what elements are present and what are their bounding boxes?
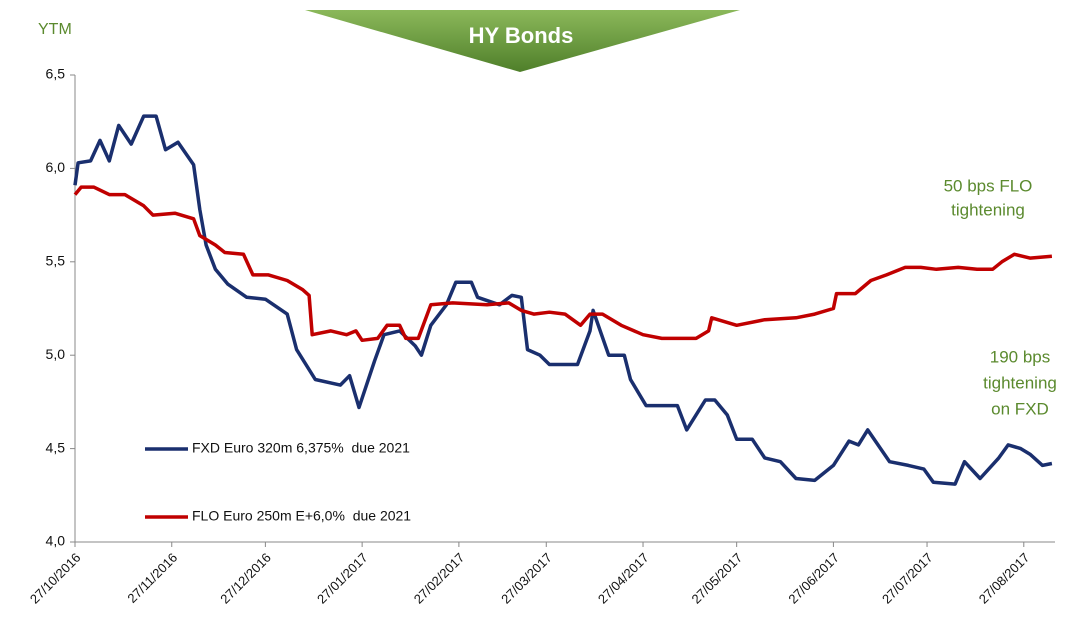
legend-label: FLO Euro 250m E+6,0% due 2021 [192, 508, 411, 524]
series-line [73, 185, 1053, 343]
x-tick-label: 27/08/2017 [976, 550, 1033, 607]
y-axis-label: YTM [38, 21, 72, 38]
annotation: on FXD [991, 399, 1049, 418]
legend-label: FXD Euro 320m 6,375% due 2021 [192, 440, 410, 456]
annotation: 190 bps [990, 347, 1051, 366]
x-tick-label: 27/01/2017 [314, 550, 371, 607]
chart-title: HY Bonds [469, 23, 574, 48]
x-tick-label: 27/12/2016 [217, 550, 274, 607]
annotation: tightening [983, 373, 1057, 392]
x-tick-label: 27/07/2017 [879, 550, 936, 607]
title-banner [305, 10, 740, 72]
x-tick-label: 27/05/2017 [689, 550, 746, 607]
y-tick-label: 6,5 [46, 66, 66, 82]
x-tick-label: 27/03/2017 [498, 550, 555, 607]
annotation: tightening [951, 200, 1025, 219]
x-tick-label: 27/02/2017 [411, 550, 468, 607]
y-tick-label: 4,0 [46, 533, 66, 549]
x-tick-label: 27/04/2017 [595, 550, 652, 607]
y-tick-label: 6,0 [46, 159, 66, 175]
y-tick-label: 5,0 [46, 346, 66, 362]
annotation: 50 bps FLO [944, 176, 1033, 195]
x-tick-label: 27/06/2017 [785, 550, 842, 607]
series-line [73, 114, 1053, 486]
x-tick-label: 27/10/2016 [27, 550, 84, 607]
y-tick-label: 5,5 [46, 253, 66, 269]
x-tick-label: 27/11/2016 [124, 550, 180, 606]
y-tick-label: 4,5 [46, 439, 66, 455]
